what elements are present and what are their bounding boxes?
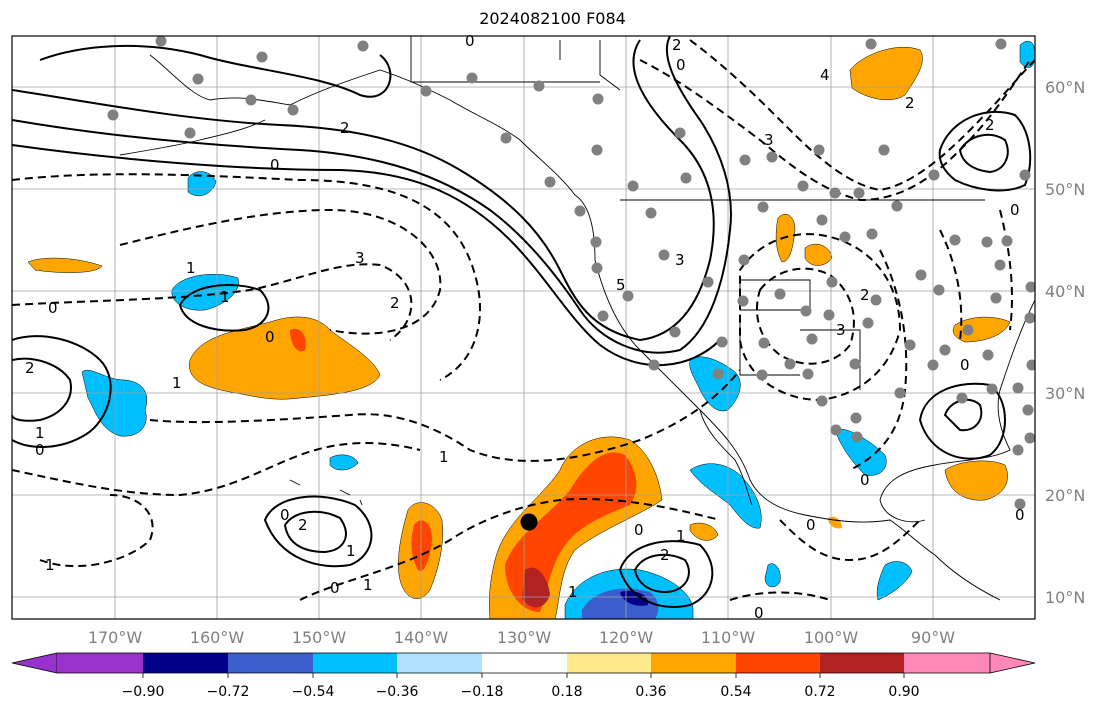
lat-label: 10°N	[1045, 588, 1085, 607]
lat-label: 50°N	[1045, 180, 1085, 199]
lon-label: 90°W	[911, 628, 955, 647]
contour-label: 0	[270, 156, 280, 174]
colorbar-segment	[57, 653, 143, 673]
contour-label: 3	[355, 249, 365, 267]
colorbar-tick-label: −0.36	[376, 684, 419, 700]
colorbar-tick-label: 0.18	[551, 684, 582, 700]
contour-label: 0	[48, 299, 58, 317]
contour-label: 0	[465, 32, 475, 50]
contour-label: 3	[675, 251, 685, 269]
lat-label: 60°N	[1045, 78, 1085, 97]
contour-label: 1	[363, 576, 373, 594]
contour-label: 2	[660, 546, 670, 564]
colorbar-tick-label: −0.18	[461, 684, 504, 700]
contour-label: 0	[330, 579, 340, 597]
colorbar-segment	[651, 653, 736, 673]
contour-label: 3	[836, 321, 846, 339]
station-markers	[107, 36, 1035, 510]
colorbar-tick-label: −0.90	[122, 684, 165, 700]
contour-label: 0	[754, 604, 764, 622]
colorbar-min-extend	[11, 652, 58, 674]
contour-label: 2	[298, 516, 308, 534]
colorbar-segment	[143, 653, 228, 673]
contour-label: 1	[45, 556, 55, 574]
colorbar-segment	[397, 653, 482, 673]
colorbar-tick-label: −0.72	[207, 684, 250, 700]
contour-label: 0	[1010, 201, 1020, 219]
contour-label: 1	[568, 583, 578, 601]
contour-label: 1	[35, 424, 45, 442]
lon-label: 100°W	[804, 628, 859, 647]
colorbar-segment	[736, 653, 820, 673]
contour-label: 0	[634, 521, 644, 539]
contour-label: 0	[1015, 506, 1025, 524]
contour-label: 1	[439, 448, 449, 466]
lat-label: 40°N	[1045, 282, 1085, 301]
lon-label: 110°W	[701, 628, 756, 647]
contour-label: 0	[676, 56, 686, 74]
positive-anomaly-region	[189, 316, 381, 400]
contour-label: 3	[764, 131, 774, 149]
colorbar-max-extend	[989, 652, 1036, 674]
contour-label: 1	[346, 542, 356, 560]
contour-label: 2	[905, 94, 915, 112]
contour-label: 0	[265, 328, 275, 346]
lon-label: 170°W	[88, 628, 143, 647]
contour-label: 0	[960, 356, 970, 374]
lon-label: 160°W	[190, 628, 245, 647]
lat-label: 20°N	[1045, 486, 1085, 505]
contour-label: 5	[616, 276, 626, 294]
colorbar-segment	[567, 653, 651, 673]
lon-label: 120°W	[599, 628, 654, 647]
contour-label: 2	[672, 36, 682, 54]
colorbar-tick-label: 0.90	[888, 684, 919, 700]
contour-label-group: 2 0 1 1 3 2 0 0 2 1 0 1 1 0 2 1 0 1 1 5 …	[25, 32, 1025, 622]
contour-label: 1	[172, 374, 182, 392]
contour-label: 0	[280, 506, 290, 524]
colorbar: −0.90 −0.72 −0.54 −0.36 −0.18 0.18 0.36 …	[11, 652, 1036, 700]
colorbar-tick-label: 0.36	[635, 684, 666, 700]
contour-lines	[12, 36, 1032, 608]
latitude-labels: 60°N 50°N 40°N 30°N 20°N 10°N	[1045, 78, 1085, 607]
longitude-labels: 170°W 160°W 150°W 140°W 130°W 120°W 110°…	[88, 628, 955, 647]
contour-label: 0	[860, 471, 870, 489]
colorbar-segment	[228, 653, 313, 673]
lon-label: 130°W	[497, 628, 552, 647]
contour-label: 0	[35, 441, 45, 459]
contour-label: 1	[676, 527, 686, 545]
colorbar-segment	[313, 653, 397, 673]
contour-label: 2	[985, 116, 995, 134]
lon-label: 140°W	[394, 628, 449, 647]
colorbar-tick-label: −0.54	[292, 684, 335, 700]
contour-label: 2	[340, 119, 350, 137]
contour-label: 0	[806, 516, 816, 534]
shaded-anomalies	[27, 40, 1035, 619]
lat-label: 30°N	[1045, 384, 1085, 403]
contour-label: 1	[186, 259, 196, 277]
lon-label: 150°W	[292, 628, 347, 647]
contour-label: 2	[390, 294, 400, 312]
contour-label: 2	[25, 359, 35, 377]
black-marker	[520, 513, 538, 531]
colorbar-segment	[482, 653, 567, 673]
colorbar-tick-label: 0.54	[720, 684, 751, 700]
colorbar-tick-label: 0.72	[804, 684, 835, 700]
colorbar-segment	[820, 653, 904, 673]
colorbar-segment	[904, 653, 990, 673]
contour-label: 1	[220, 288, 230, 306]
map-title: 2024082100 F084	[479, 9, 626, 28]
contour-label: 2	[860, 286, 870, 304]
dashed-contours	[12, 39, 1035, 601]
map-frame	[11, 35, 1036, 620]
contour-label: 4	[820, 66, 830, 84]
